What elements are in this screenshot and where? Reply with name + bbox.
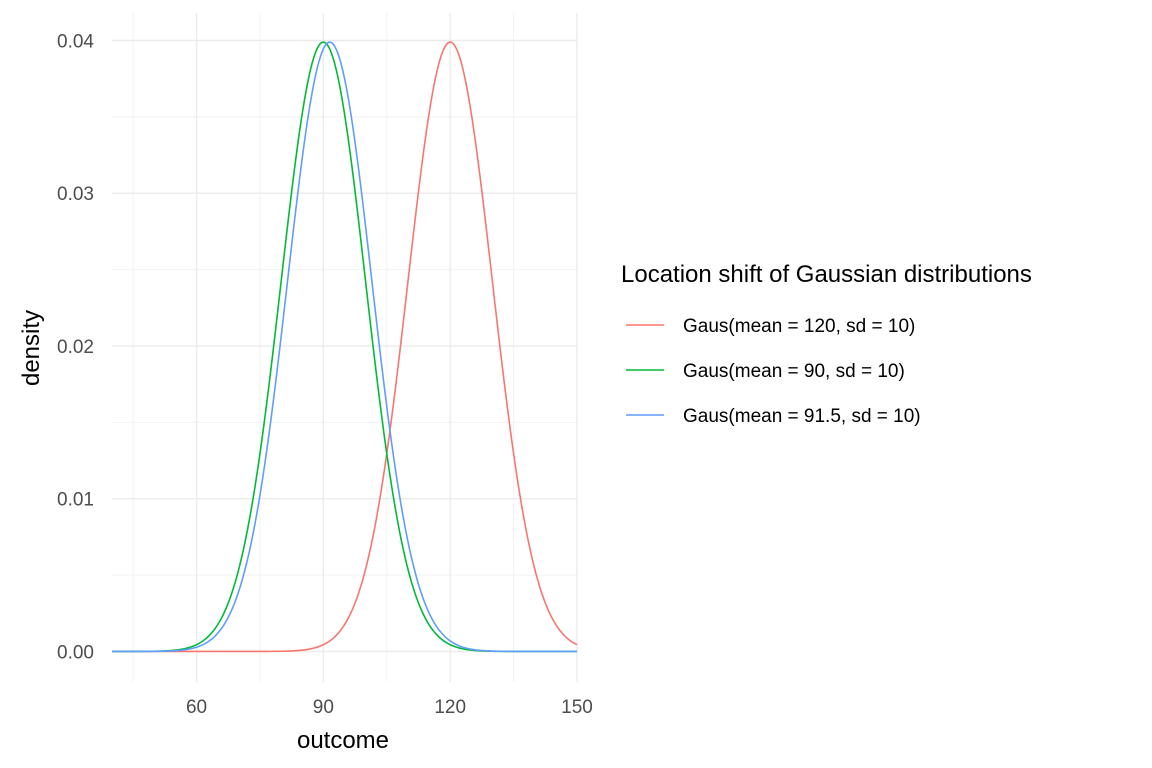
y-tick-label: 0.01 bbox=[57, 490, 94, 511]
legend-items: Gaus(mean = 120, sd = 10) Gaus(mean = 90,… bbox=[626, 316, 921, 427]
legend-label: Gaus(mean = 91.5, sd = 10) bbox=[683, 406, 921, 427]
y-tick-label: 0.04 bbox=[57, 31, 94, 52]
legend-label: Gaus(mean = 90, sd = 10) bbox=[683, 361, 905, 382]
series-line bbox=[112, 41, 578, 653]
legend: Location shift of Gaussian distributions… bbox=[621, 261, 1032, 427]
y-axis-title: density bbox=[18, 310, 45, 386]
y-axis-tick-labels: 0.00 0.01 0.02 0.03 0.04 bbox=[57, 31, 94, 663]
series-line bbox=[112, 41, 577, 653]
x-tick-label: 60 bbox=[186, 697, 207, 718]
minor-gridlines bbox=[112, 13, 577, 682]
y-tick-label: 0.00 bbox=[57, 642, 94, 663]
series-line bbox=[112, 41, 577, 653]
y-tick-label: 0.02 bbox=[57, 337, 94, 358]
legend-title: Location shift of Gaussian distributions bbox=[621, 261, 1032, 288]
x-axis-title: outcome bbox=[297, 727, 389, 754]
legend-label: Gaus(mean = 120, sd = 10) bbox=[683, 316, 915, 337]
x-axis-tick-labels: 60 90 120 150 bbox=[186, 697, 593, 718]
y-tick-label: 0.03 bbox=[57, 184, 94, 205]
x-tick-label: 90 bbox=[313, 697, 334, 718]
x-tick-label: 150 bbox=[561, 697, 593, 718]
series-lines bbox=[112, 41, 578, 653]
x-tick-label: 120 bbox=[434, 697, 466, 718]
